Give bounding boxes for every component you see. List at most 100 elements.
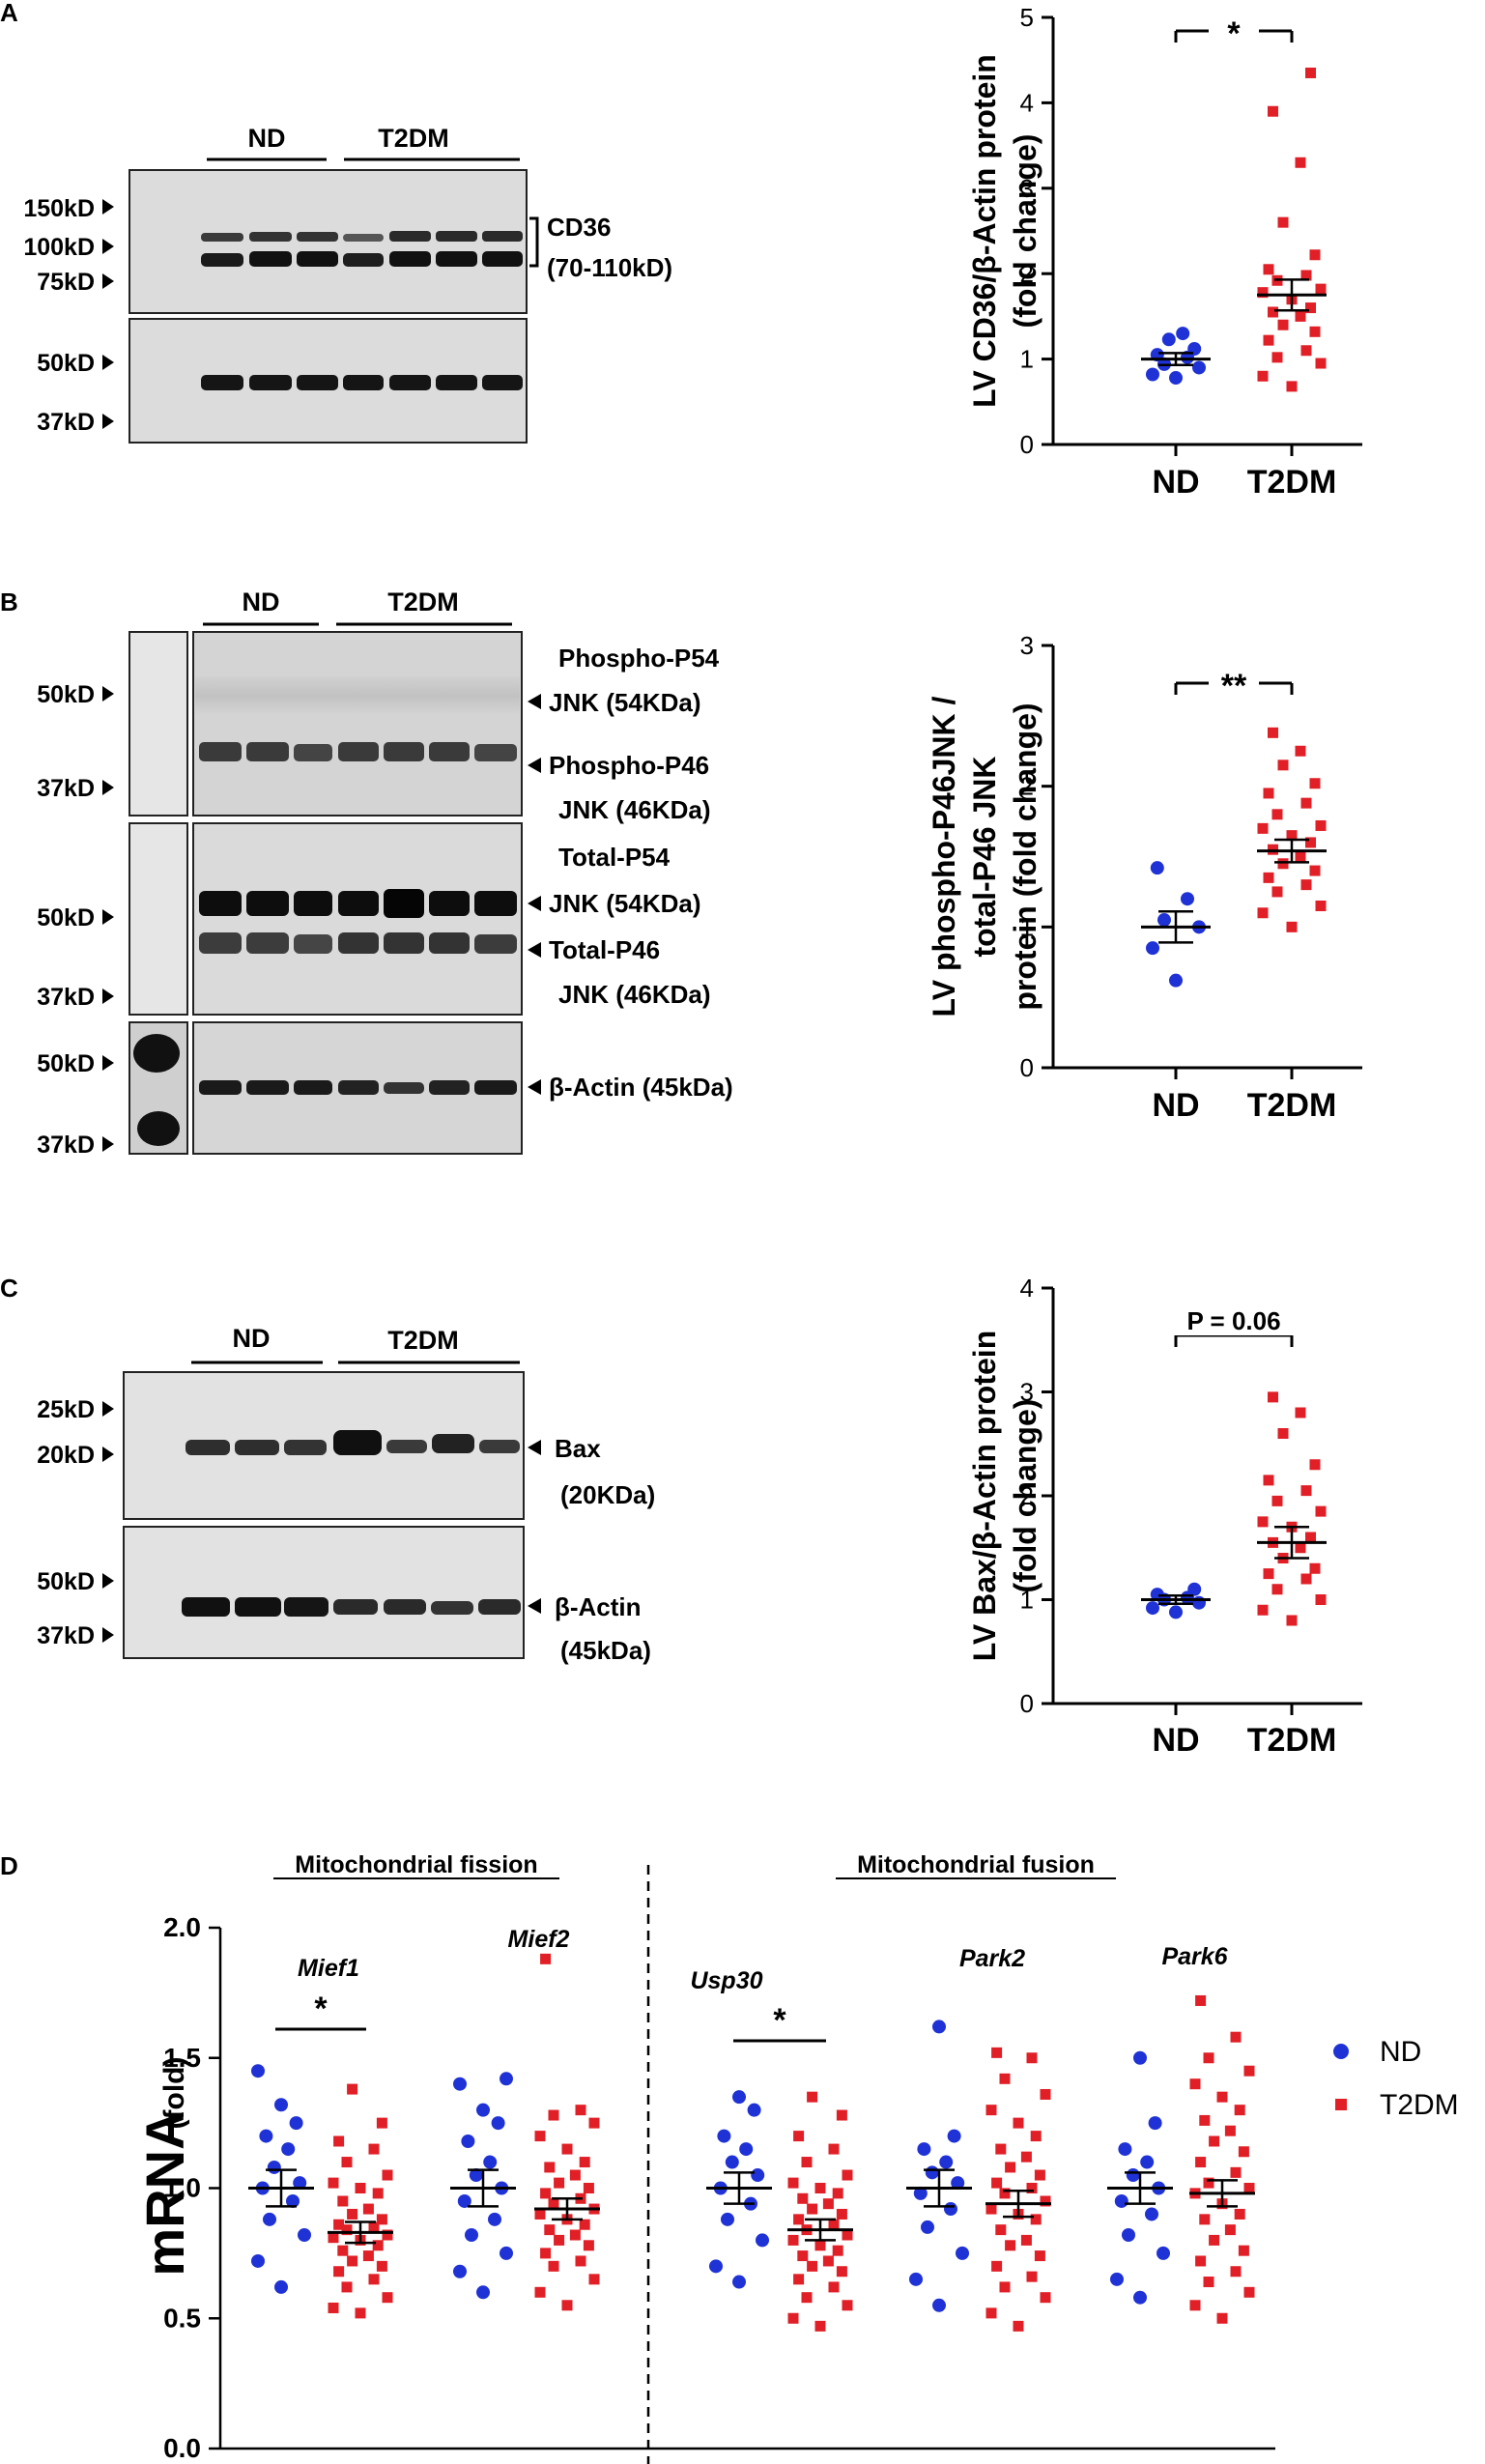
data-point-nd — [944, 2202, 957, 2217]
scatter-chart-d: 0.0 0.5 1.0 1.5 2.0 mRNA(fold) Mitochondrial f… — [134, 1851, 1459, 2464]
blot-a: ND T2DM — [23, 124, 672, 444]
data-point-t2dm — [1030, 2131, 1042, 2142]
data-point-nd — [1192, 1595, 1206, 1610]
ladder-lane-phospho — [129, 631, 188, 817]
marker-arrow — [102, 1627, 114, 1643]
data-point-t2dm — [382, 2229, 393, 2241]
data-point-t2dm — [1300, 879, 1312, 891]
data-point-t2dm — [1034, 2250, 1045, 2262]
data-point-t2dm — [1309, 865, 1321, 876]
data-point-nd — [1148, 2116, 1162, 2131]
data-point-nd — [732, 2275, 746, 2289]
y-tick-label: 0 — [1020, 1689, 1034, 1718]
data-point-nd — [500, 2246, 513, 2260]
data-point-nd — [274, 2098, 288, 2112]
data-point-nd — [1146, 1601, 1159, 1616]
data-point-t2dm — [1209, 2135, 1220, 2147]
data-point-nd — [1176, 327, 1190, 341]
data-point-nd — [939, 2155, 954, 2169]
data-point-nd — [1157, 913, 1171, 928]
data-point-t2dm — [1234, 2208, 1245, 2220]
panel-d: D 0.0 0.5 1.0 1.5 2.0 mRNA(fold) Mitochondrial… — [0, 1851, 1459, 2464]
data-point-t2dm — [588, 2274, 600, 2285]
marker-label: 50kD — [37, 350, 95, 377]
panel-c: C ND T2DM — [0, 1274, 1362, 1759]
blot-c: ND T2DM — [37, 1324, 655, 1665]
data-point-nd — [751, 2168, 765, 2183]
marker-arrow — [102, 686, 114, 702]
marker-arrow — [102, 1136, 114, 1152]
data-point-t2dm — [548, 2109, 559, 2121]
data-point-t2dm — [1238, 2146, 1249, 2158]
marker-label: 25kD — [37, 1396, 95, 1423]
panel-a: A ND T2DM — [0, 0, 1362, 501]
band-label: Total-P54 — [558, 843, 671, 872]
data-point-t2dm — [1020, 2234, 1032, 2246]
band-arrow — [528, 1079, 541, 1095]
data-point-nd — [1192, 360, 1206, 375]
marker-label: 150kD — [23, 195, 95, 222]
data-point-t2dm — [1295, 1542, 1306, 1554]
data-point-t2dm — [1005, 2162, 1016, 2173]
marker-label: 37kD — [37, 409, 95, 436]
data-point-t2dm — [1257, 907, 1269, 919]
significance-label: P = 0.06 — [1186, 1306, 1280, 1335]
marker-arrow — [102, 1447, 114, 1462]
data-point-nd — [488, 2212, 501, 2226]
data-point-t2dm — [1268, 105, 1278, 117]
data-point-nd — [913, 2186, 928, 2200]
y-axis-label: LV phospho-P46JNK / — [927, 696, 961, 1017]
data-point-t2dm — [985, 2203, 997, 2215]
group-label-nd: ND — [243, 587, 280, 616]
data-point-t2dm — [999, 2281, 1011, 2293]
y-axis-label: mRNA — [134, 2110, 195, 2276]
data-point-nd — [917, 2142, 931, 2157]
blot-bands-total-jnk — [199, 889, 517, 954]
data-point-t2dm — [1295, 1407, 1306, 1418]
data-point-t2dm — [1277, 759, 1289, 771]
x-tick-label: T2DM — [1247, 1722, 1337, 1759]
marker-arrow — [102, 199, 114, 215]
data-point-t2dm — [575, 2255, 586, 2267]
marker-label: 37kD — [37, 775, 95, 802]
y-tick-label: 2.0 — [163, 1912, 201, 1942]
x-tick-label: ND — [1152, 1722, 1199, 1759]
group-label-nd: ND — [248, 124, 286, 153]
data-point-t2dm — [561, 2300, 573, 2311]
y-axis-label: total-P46 JNK — [967, 756, 1002, 957]
significance-label: * — [1227, 15, 1241, 52]
marker-label: 50kD — [37, 1568, 95, 1595]
data-point-t2dm — [1305, 837, 1316, 848]
group-label-t2dm: T2DM — [378, 124, 449, 153]
data-point-t2dm — [1277, 858, 1289, 870]
blot-bands-actin-c — [182, 1597, 521, 1617]
data-point-t2dm — [1286, 830, 1298, 842]
data-point-t2dm — [341, 2157, 353, 2168]
marker-arrow — [102, 1401, 114, 1417]
data-point-t2dm — [828, 2281, 840, 2293]
data-point-nd — [721, 2212, 734, 2226]
data-point-t2dm — [1271, 1584, 1283, 1595]
data-point-t2dm — [787, 2234, 799, 2246]
data-point-t2dm — [1020, 2151, 1032, 2163]
blot-bands-phospho-jnk — [199, 742, 517, 761]
data-point-t2dm — [1216, 2091, 1228, 2103]
data-point-t2dm — [540, 1953, 552, 1964]
data-point-nd — [909, 2272, 923, 2286]
y-tick-label: 5 — [1020, 3, 1034, 32]
band-arrow — [528, 694, 541, 709]
data-point-t2dm — [376, 2260, 387, 2272]
blot-bands-actin-a — [201, 375, 523, 390]
data-point-nd — [932, 2298, 946, 2312]
y-tick-label: 4 — [1020, 88, 1034, 117]
data-point-nd — [491, 2116, 505, 2131]
data-point-t2dm — [1230, 2166, 1242, 2178]
data-point-nd — [1126, 2168, 1140, 2183]
data-point-nd — [267, 2160, 281, 2174]
data-point-t2dm — [1203, 2052, 1214, 2064]
data-point-t2dm — [1295, 157, 1306, 168]
data-point-t2dm — [534, 2208, 546, 2220]
marker-arrow — [102, 355, 114, 370]
data-point-t2dm — [793, 2131, 805, 2142]
x-tick-label: T2DM — [1247, 1087, 1337, 1124]
